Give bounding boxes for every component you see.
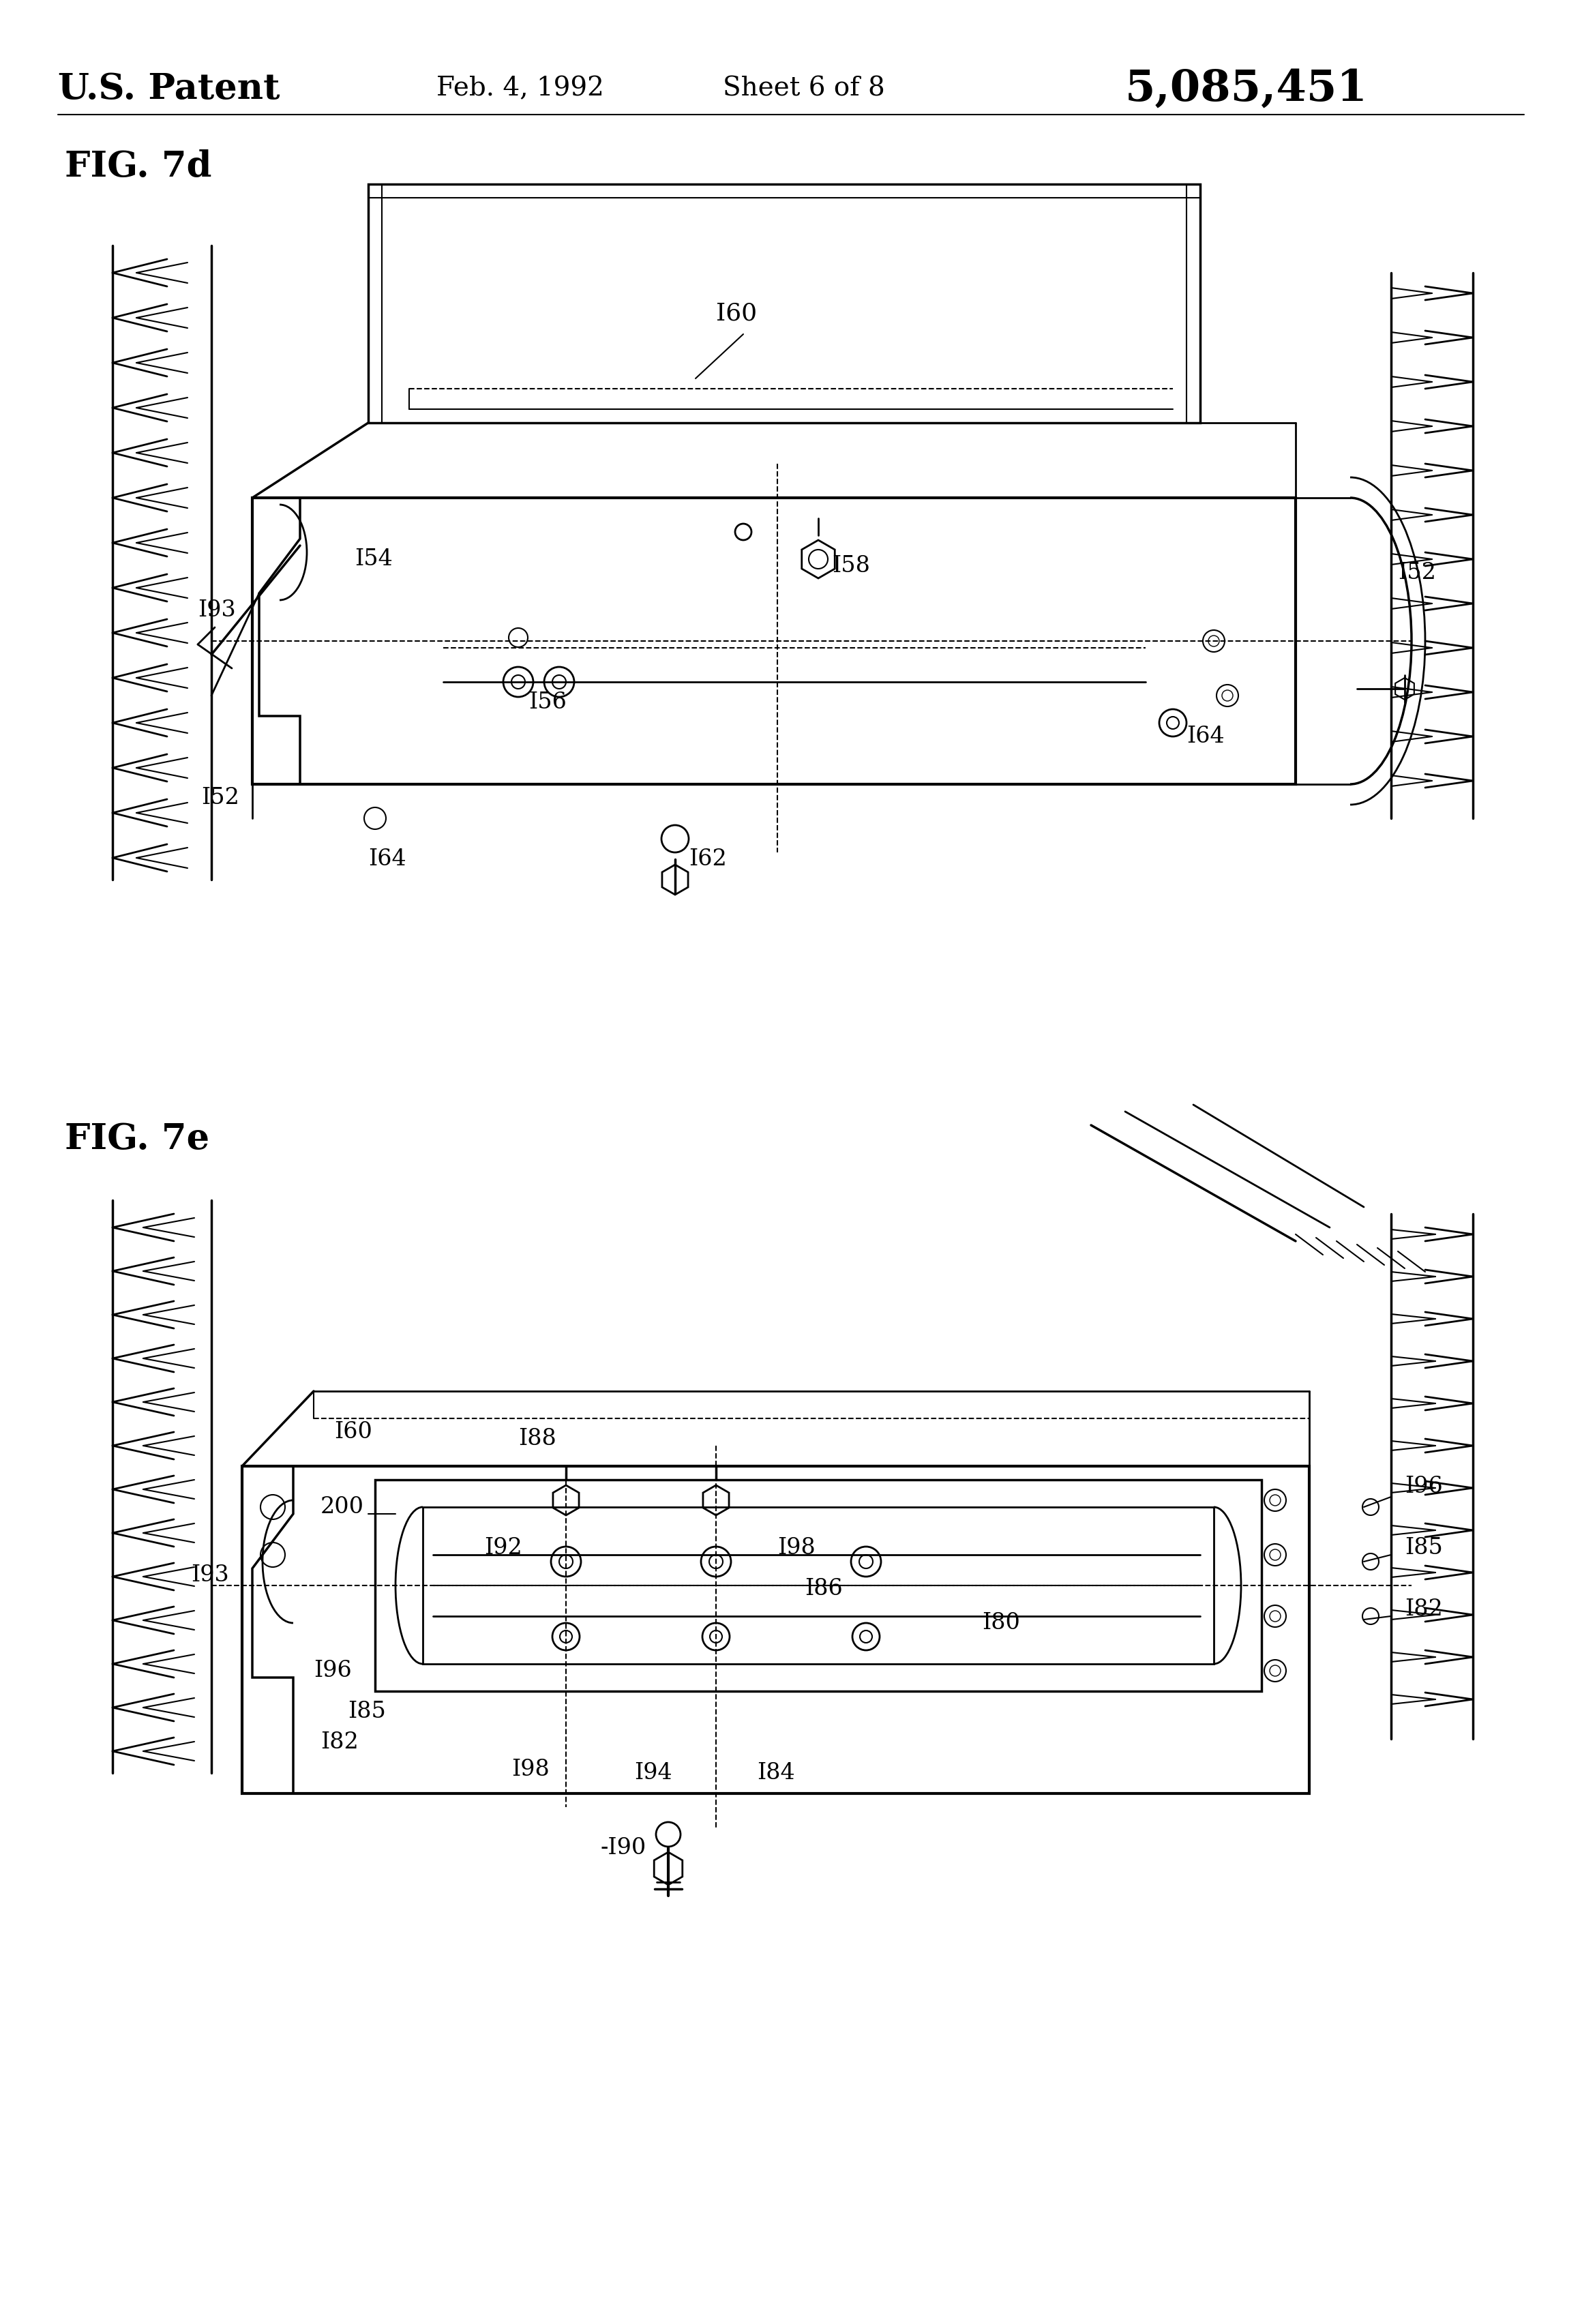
- Text: I98: I98: [777, 1536, 815, 1559]
- Text: I52: I52: [1398, 562, 1436, 583]
- Text: I88: I88: [519, 1427, 557, 1450]
- Text: I56: I56: [528, 693, 566, 713]
- Text: U.S. Patent: U.S. Patent: [59, 72, 280, 107]
- Text: Sheet 6 of 8: Sheet 6 of 8: [723, 77, 884, 102]
- Text: I85: I85: [348, 1701, 386, 1722]
- Text: I60: I60: [717, 302, 758, 325]
- Text: I92: I92: [484, 1536, 522, 1559]
- Text: I85: I85: [1405, 1536, 1443, 1559]
- Text: I80: I80: [982, 1613, 1020, 1634]
- Text: I84: I84: [756, 1762, 794, 1785]
- Text: I52: I52: [201, 788, 239, 809]
- Text: -I90: -I90: [600, 1836, 645, 1859]
- Text: I98: I98: [511, 1759, 549, 1780]
- Text: I62: I62: [688, 848, 726, 869]
- Text: I96: I96: [1405, 1476, 1443, 1497]
- Text: I64: I64: [369, 848, 407, 869]
- Text: I86: I86: [805, 1578, 843, 1599]
- Text: FIG. 7d: FIG. 7d: [65, 149, 212, 184]
- Text: I96: I96: [313, 1659, 351, 1683]
- Text: I94: I94: [634, 1762, 672, 1785]
- Text: Feb. 4, 1992: Feb. 4, 1992: [437, 77, 604, 102]
- Text: 5,085,451: 5,085,451: [1125, 67, 1368, 109]
- Text: I54: I54: [354, 548, 392, 569]
- Text: 200: 200: [321, 1497, 364, 1518]
- Text: I82: I82: [321, 1731, 359, 1752]
- Text: I82: I82: [1405, 1599, 1443, 1620]
- Text: I93: I93: [191, 1564, 229, 1587]
- Text: FIG. 7e: FIG. 7e: [65, 1122, 209, 1157]
- Text: I60: I60: [334, 1422, 372, 1443]
- Text: I58: I58: [832, 555, 870, 576]
- Text: I64: I64: [1186, 725, 1224, 748]
- Text: I93: I93: [198, 600, 236, 621]
